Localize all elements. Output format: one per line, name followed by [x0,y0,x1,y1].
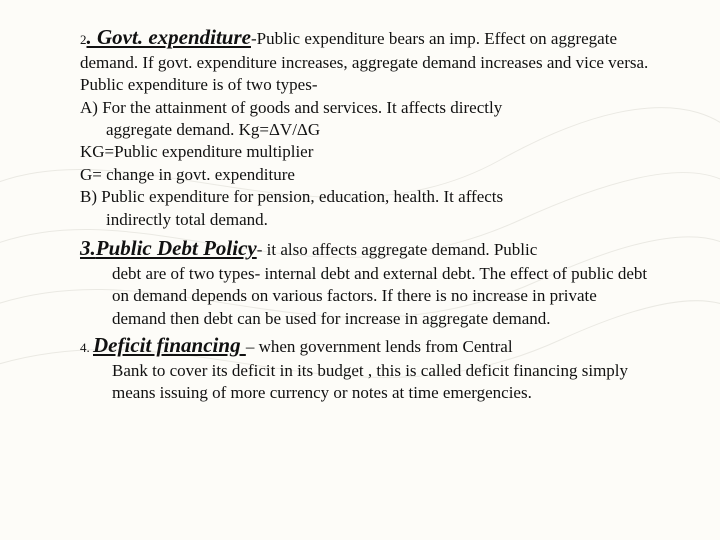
sec2-g-def: G= change in govt. expenditure [80,164,654,186]
section-3: 3.Public Debt Policy- it also affects ag… [80,235,654,263]
sec2-kg-def: KG=Public expenditure multiplier [80,141,654,163]
sec3-number: 3. [80,236,96,260]
sec2-b-line2: indirectly total demand. [80,209,654,231]
section-4: 4. Deficit financing – when government l… [80,332,654,360]
sec4-number: 4. [80,340,93,355]
sec2-dot: . [87,25,98,49]
sec2-title: Govt. expenditure [97,25,251,49]
sec3-body-rest: debt are of two types- internal debt and… [80,263,654,330]
section-2: 2. Govt. expenditure-Public expenditure … [80,24,654,97]
sec4-dash: – [246,337,259,356]
sec3-dash: - [257,240,267,259]
sec2-a-line2: aggregate demand. Kg=ΔV/ΔG [80,119,654,141]
sec2-a-line1: A) For the attainment of goods and servi… [80,97,654,119]
sec2-b-line1: B) Public expenditure for pension, educa… [80,186,654,208]
sec3-title: Public Debt Policy [96,236,257,260]
slide-content: 2. Govt. expenditure-Public expenditure … [0,0,720,429]
sec3-body-inline: it also affects aggregate demand. Public [267,240,538,259]
sec4-body-rest: Bank to cover its deficit in its budget … [80,360,654,405]
sec4-title: Deficit financing [93,333,246,357]
sec4-body-inline: when government lends from Central [259,337,513,356]
